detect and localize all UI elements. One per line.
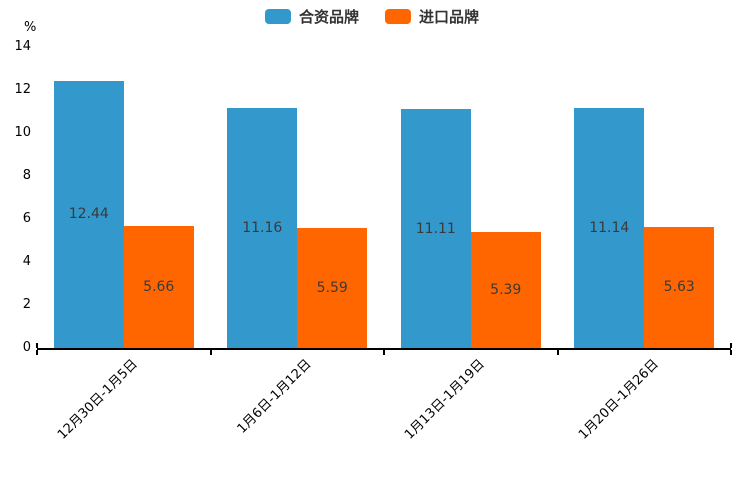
bar-s0-c0 <box>53 80 124 348</box>
x-axis-label: 1月13日-1月19日 <box>402 356 489 443</box>
bar-s1-c1 <box>297 227 368 348</box>
y-axis-tick-label: 8 <box>22 168 31 183</box>
bar-s0-c1 <box>227 108 298 348</box>
legend-label: 进口品牌 <box>419 8 480 26</box>
bar-s1-c2 <box>470 232 541 348</box>
bar-value-label: 5.63 <box>663 279 695 296</box>
y-axis-tick-label: 10 <box>14 125 31 140</box>
x-axis-label: 1月6日-1月12日 <box>234 356 315 437</box>
y-axis-tick-label: 6 <box>22 211 31 226</box>
bar-s0-c2 <box>400 109 471 348</box>
x-axis-line <box>37 348 731 350</box>
x-axis-label: 1月20日-1月26日 <box>575 356 662 443</box>
bar-s1-c3 <box>644 226 715 348</box>
y-axis-tick-label: 0 <box>22 340 31 355</box>
bar-value-label: 5.39 <box>490 282 522 299</box>
x-axis-tick <box>730 350 732 355</box>
x-axis-tick <box>36 350 38 355</box>
bar-value-label: 11.11 <box>415 220 456 237</box>
bar-value-label: 11.14 <box>589 220 630 237</box>
legend: 合资品牌 进口品牌 <box>264 6 479 27</box>
legend-item-1[interactable]: 进口品牌 <box>385 6 479 27</box>
bar-value-label: 12.44 <box>68 206 109 223</box>
legend-label: 合资品牌 <box>298 8 359 26</box>
x-axis-end-cap <box>730 343 732 348</box>
y-axis-tick-label: 2 <box>22 297 31 312</box>
bar-value-label: 5.66 <box>143 279 175 296</box>
y-axis-tick-label: 4 <box>22 254 31 269</box>
y-axis-tick-label: 14 <box>14 39 31 54</box>
x-axis-tick <box>556 350 559 355</box>
bar-value-label: 5.59 <box>316 279 348 296</box>
bar-value-label: 11.16 <box>242 220 283 237</box>
y-axis-tick-label: 12 <box>14 82 31 97</box>
x-axis-tick <box>209 350 212 355</box>
x-axis-label: 12月30日-1月5日 <box>55 356 142 443</box>
y-axis-unit-label: % <box>24 20 37 35</box>
x-axis-end-cap <box>36 343 38 348</box>
x-axis-tick <box>383 350 385 355</box>
legend-swatch-icon <box>264 9 291 24</box>
legend-item-0[interactable]: 合资品牌 <box>264 6 359 27</box>
bar-s1-c0 <box>123 226 194 348</box>
legend-swatch-icon <box>385 9 411 24</box>
bar-s0-c3 <box>574 108 645 348</box>
